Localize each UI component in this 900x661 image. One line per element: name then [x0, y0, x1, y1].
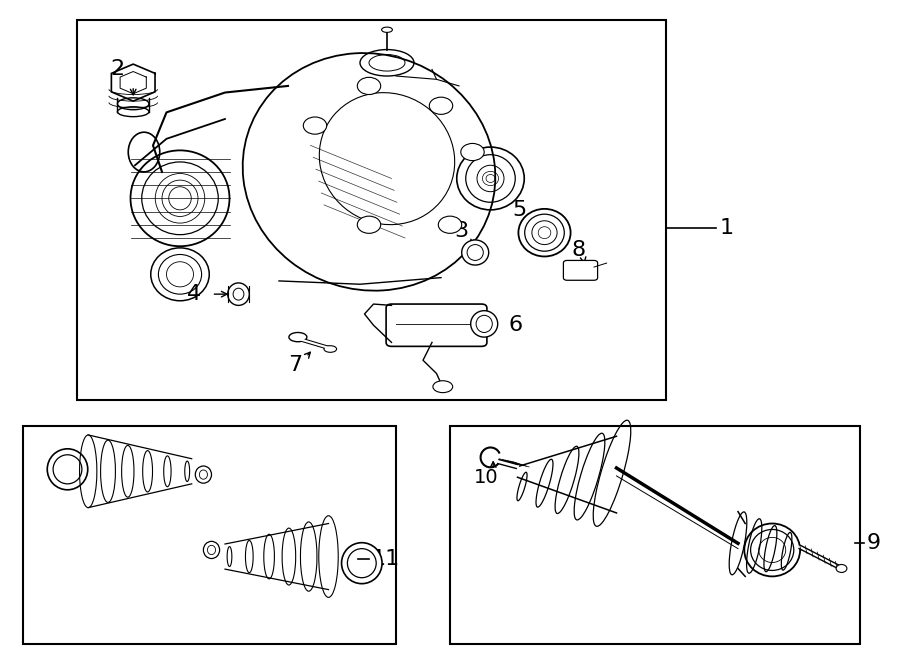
Bar [22, 426, 396, 644]
Text: 6: 6 [508, 315, 523, 335]
Ellipse shape [471, 311, 498, 337]
Ellipse shape [342, 543, 382, 584]
Text: 10: 10 [473, 468, 499, 486]
Text: 7: 7 [288, 355, 302, 375]
Ellipse shape [47, 449, 88, 490]
Circle shape [429, 97, 453, 114]
Bar [76, 20, 666, 400]
Text: 3: 3 [454, 221, 469, 241]
Ellipse shape [289, 332, 307, 342]
Bar [450, 426, 860, 644]
Circle shape [303, 117, 327, 134]
Text: 1: 1 [720, 218, 734, 238]
Circle shape [461, 143, 484, 161]
Circle shape [438, 216, 462, 233]
Text: 9: 9 [867, 533, 881, 553]
Text: 11: 11 [372, 549, 400, 568]
Ellipse shape [228, 283, 249, 305]
Circle shape [357, 77, 381, 95]
Ellipse shape [433, 381, 453, 393]
Ellipse shape [324, 346, 337, 352]
Ellipse shape [518, 209, 571, 256]
Text: 8: 8 [572, 240, 586, 260]
Circle shape [357, 216, 381, 233]
Ellipse shape [203, 541, 220, 559]
Text: 5: 5 [512, 200, 526, 220]
Ellipse shape [744, 524, 800, 576]
Ellipse shape [462, 240, 489, 265]
FancyBboxPatch shape [386, 304, 487, 346]
Text: 4: 4 [186, 284, 201, 304]
Text: 2: 2 [110, 59, 124, 79]
Circle shape [836, 564, 847, 572]
Ellipse shape [195, 466, 212, 483]
FancyBboxPatch shape [563, 260, 598, 280]
